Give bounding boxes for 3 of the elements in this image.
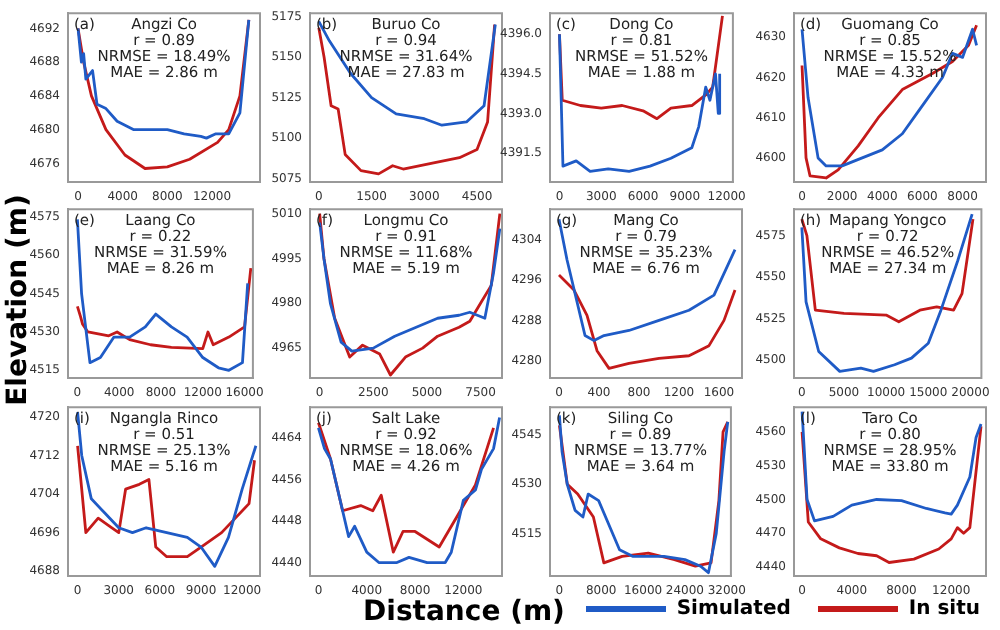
- legend-label: In situ: [908, 598, 980, 620]
- legend-label: Simulated: [676, 598, 791, 620]
- x-axis-title: Distance (m): [363, 596, 565, 628]
